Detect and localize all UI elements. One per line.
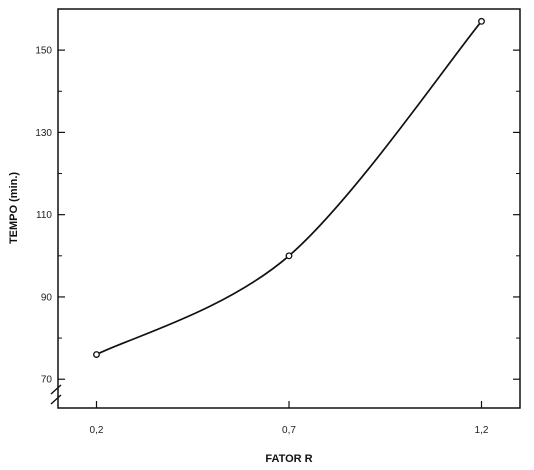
x-axis-ticks: 0,2 0,7 1,2	[90, 401, 489, 436]
series-line	[96, 20, 483, 356]
y-tick-label: 150	[35, 46, 52, 57]
y-tick-label: 90	[41, 292, 53, 303]
x-tick-label: 0,2	[90, 425, 104, 436]
y-axis-ticks: 70 90 110 130 150	[35, 46, 520, 386]
y-tick-label: 130	[35, 128, 52, 139]
y-axis-break-marker	[50, 384, 62, 405]
data-point-marker	[285, 252, 293, 260]
x-tick-label: 0,7	[282, 425, 296, 436]
y-axis-title: TEMPO (min.)	[8, 172, 20, 244]
plot-frame	[57, 8, 521, 409]
y-tick-label: 110	[36, 210, 52, 221]
x-tick-label: 1,2	[475, 425, 489, 436]
data-point-marker	[478, 17, 485, 25]
data-points	[93, 17, 485, 358]
x-axis-title: FATOR R	[265, 453, 312, 465]
y-tick-label: 70	[41, 375, 53, 386]
data-point-marker	[93, 351, 100, 358]
